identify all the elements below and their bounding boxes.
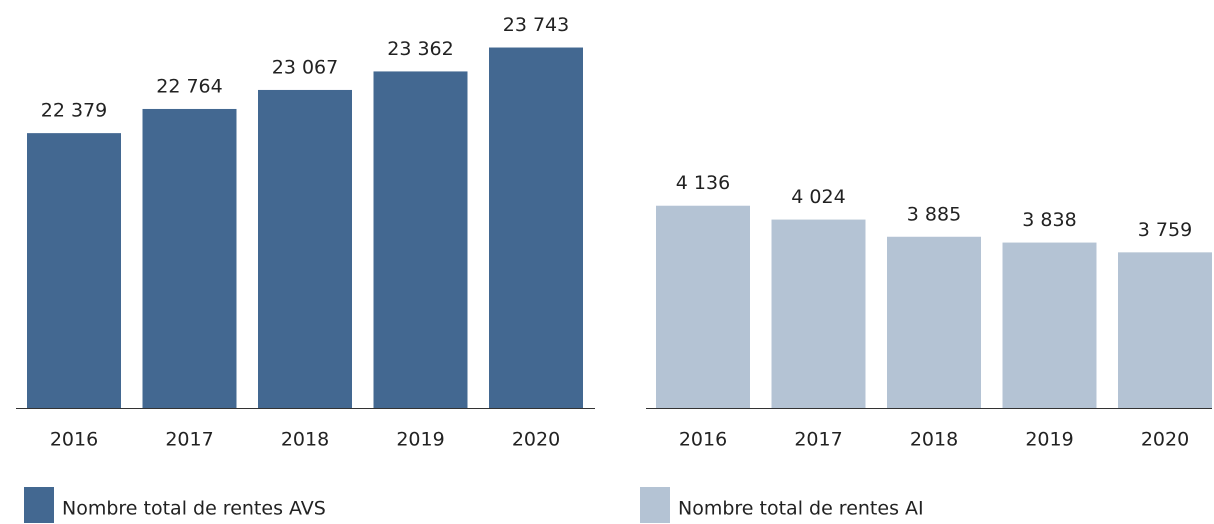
value-label: 4 024 bbox=[791, 186, 845, 208]
legend-label: Nombre total de rentes AVS bbox=[62, 498, 326, 520]
x-tick-label: 2020 bbox=[512, 429, 560, 451]
bar bbox=[771, 219, 866, 408]
bar bbox=[887, 236, 981, 408]
x-tick-label: 2016 bbox=[50, 429, 98, 451]
bar bbox=[27, 133, 121, 408]
value-label: 4 136 bbox=[676, 172, 730, 194]
bar bbox=[373, 71, 468, 408]
x-tick-label: 2016 bbox=[679, 429, 727, 451]
value-label: 23 743 bbox=[503, 14, 569, 36]
x-tick-label: 2019 bbox=[1025, 429, 1073, 451]
value-label: 3 838 bbox=[1022, 209, 1076, 231]
value-label: 3 885 bbox=[907, 203, 961, 225]
bar bbox=[656, 205, 750, 408]
value-label: 3 759 bbox=[1138, 219, 1192, 241]
x-tick-label: 2018 bbox=[910, 429, 958, 451]
bar bbox=[258, 89, 352, 409]
x-tick-label: 2019 bbox=[396, 429, 444, 451]
value-label: 23 362 bbox=[387, 38, 453, 60]
legend-swatch bbox=[24, 487, 54, 523]
legend-label: Nombre total de rentes AI bbox=[678, 498, 924, 520]
value-label: 22 764 bbox=[156, 75, 222, 97]
bar bbox=[142, 108, 237, 409]
value-label: 22 379 bbox=[41, 100, 107, 122]
bar bbox=[1118, 252, 1212, 408]
bar bbox=[489, 47, 583, 409]
x-tick-label: 2017 bbox=[794, 429, 842, 451]
x-tick-label: 2017 bbox=[165, 429, 213, 451]
legend-swatch bbox=[640, 487, 670, 523]
bar bbox=[1002, 242, 1097, 408]
x-tick-label: 2020 bbox=[1141, 429, 1189, 451]
value-label: 23 067 bbox=[272, 56, 338, 78]
x-tick-label: 2018 bbox=[281, 429, 329, 451]
